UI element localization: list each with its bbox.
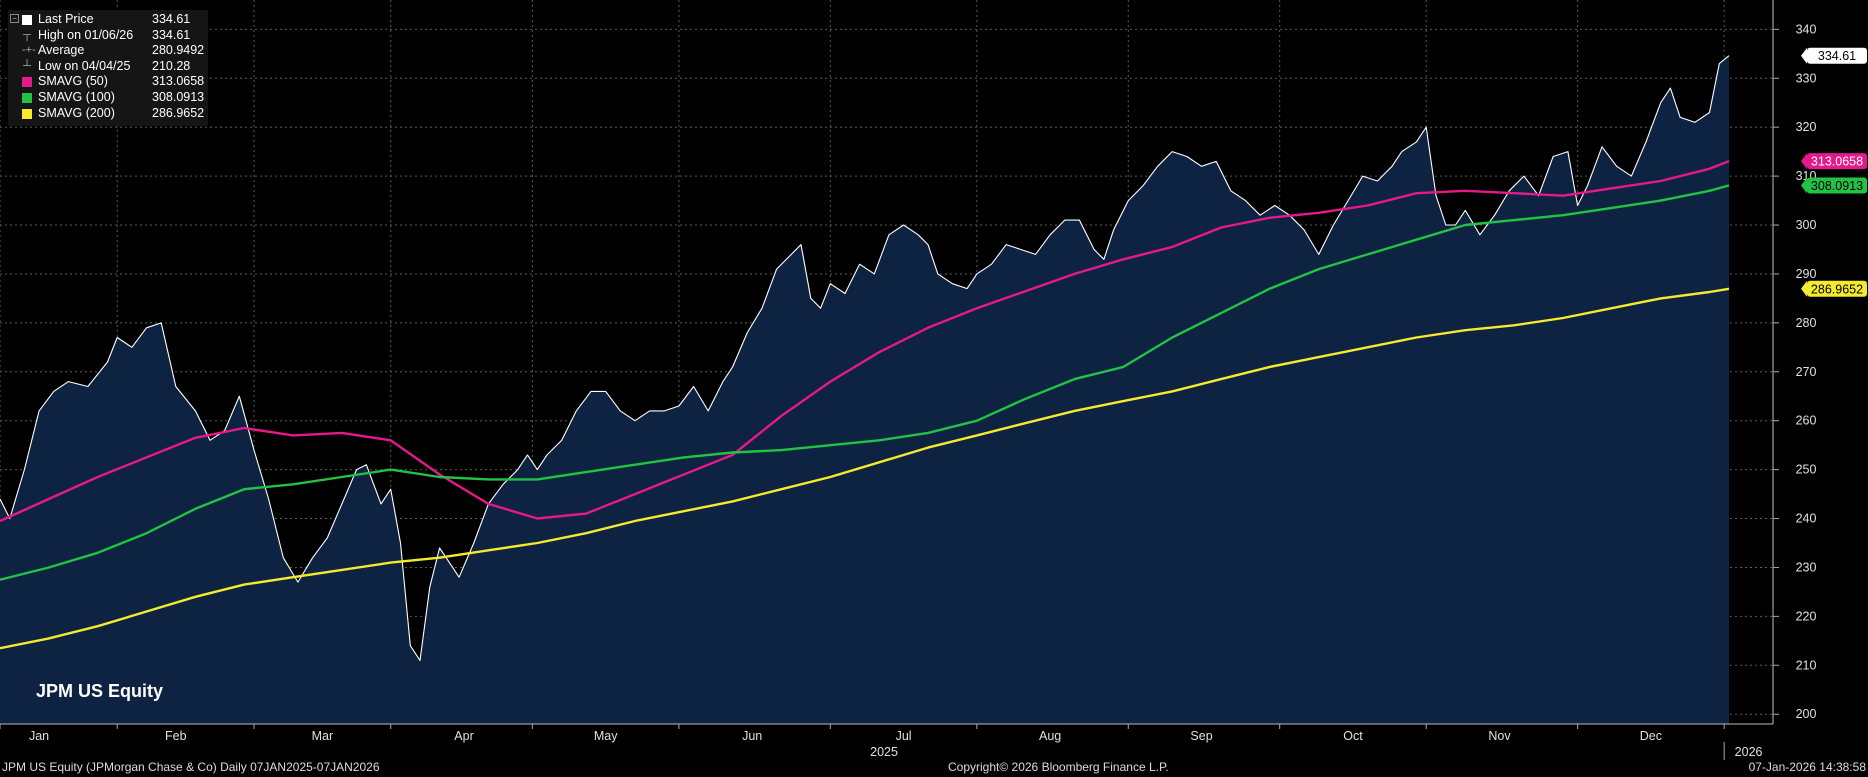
x-year-label: 2026	[1735, 745, 1763, 759]
legend-swatch-icon	[22, 108, 32, 119]
legend-row: -+- Average 280.9492	[12, 43, 208, 59]
avg-marker-icon: -+-	[22, 44, 36, 57]
legend-label: Last Price	[38, 12, 94, 26]
ticker-label: JPM US Equity	[36, 681, 164, 701]
last-value-tag-pointer	[1801, 280, 1807, 297]
legend-label: High on 01/06/26	[38, 27, 134, 42]
x-month-label: Mar	[312, 729, 334, 743]
y-tick-label: 230	[1796, 560, 1817, 574]
x-month-label: Jun	[742, 729, 762, 743]
last-value-tag	[1807, 153, 1867, 170]
x-month-label: Feb	[165, 729, 187, 743]
x-month-label: May	[594, 729, 618, 743]
y-tick-label: 280	[1796, 316, 1817, 330]
legend-row: SMAVG (100) 308.0913	[12, 90, 208, 106]
price-area-fill	[0, 55, 1729, 724]
legend-value: 286.9652	[152, 105, 205, 120]
y-tick-label: 250	[1796, 463, 1817, 477]
last-value-tag	[1807, 177, 1867, 194]
x-month-label: Jul	[896, 729, 912, 743]
legend-label: SMAVG (100)	[38, 89, 115, 104]
y-tick-label: 200	[1796, 707, 1817, 721]
price-area	[0, 55, 1729, 724]
x-month-label: Nov	[1488, 729, 1511, 743]
legend-label: Low on 04/04/25	[38, 58, 131, 73]
legend-value: 334.61	[152, 27, 191, 42]
x-month-label: Jan	[29, 729, 49, 743]
last-value-tag	[1807, 47, 1867, 64]
y-tick-label: 240	[1796, 512, 1817, 526]
x-year-label: 2025	[870, 745, 898, 759]
y-tick-label: 210	[1796, 658, 1817, 672]
legend-label: Average	[38, 43, 85, 58]
high-marker-icon: ┬	[23, 28, 31, 41]
last-value-tag	[1807, 280, 1867, 297]
legend-row: ┬ High on 01/06/26 334.61	[12, 28, 208, 44]
last-value-tag-pointer	[1801, 177, 1807, 194]
y-tick-label: 340	[1796, 22, 1817, 36]
y-tick-label: 260	[1796, 414, 1817, 428]
legend-swatch-icon	[22, 15, 32, 25]
x-axis: Jan Feb Mar Apr May Jun Jul Aug Sep Oct Nov Dec 2025…	[0, 723, 1773, 760]
footer-copyright: Copyright© 2026 Bloomberg Finance L.P.	[948, 760, 1169, 774]
low-marker-icon: ┴	[23, 59, 31, 72]
y-tick-label: 220	[1796, 609, 1817, 623]
footer-timestamp: 07-Jan-2026 14:38:58	[1748, 760, 1866, 774]
y-tick-label: 270	[1796, 365, 1817, 379]
legend-value: 210.28	[152, 58, 191, 73]
series-line-smavg-100	[0, 184, 1730, 581]
y-tick-label: 320	[1796, 120, 1817, 134]
x-month-label: Sep	[1190, 729, 1212, 743]
legend: − Last Price 334.61 ┬ High on 01/06/26 334.6…	[8, 10, 208, 126]
last-value-tags: 334.61 313.0658 308.0913 286.9652	[1801, 47, 1867, 297]
last-value-tag-pointer	[1801, 47, 1807, 64]
x-month-label: Dec	[1640, 729, 1662, 743]
x-month-label: Aug	[1039, 729, 1061, 743]
legend-row: SMAVG (50) 313.0658	[12, 74, 208, 90]
legend-value: 280.9492	[152, 43, 205, 58]
legend-value: 308.0913	[152, 89, 205, 104]
series-line-smavg-200	[0, 287, 1730, 650]
last-value-tag-label: 334.61	[1818, 49, 1856, 63]
y-axis: 2002102202302402502602702802903003103203…	[1772, 0, 1817, 724]
series-line-smavg-50	[0, 159, 1730, 523]
x-month-label: Apr	[454, 729, 473, 743]
last-value-tag-label: 308.0913	[1811, 179, 1863, 193]
legend-row: Last Price 334.61	[12, 12, 208, 28]
footer-description: JPM US Equity (JPMorgan Chase & Co) Dail…	[2, 760, 380, 774]
legend-row: SMAVG (200) 286.9652	[12, 106, 208, 122]
last-value-tag-label: 313.0658	[1811, 155, 1863, 169]
legend-swatch-icon	[22, 77, 32, 88]
legend-swatch-icon	[22, 92, 32, 103]
series-line-last-price	[0, 55, 1730, 661]
legend-label: SMAVG (200)	[38, 105, 115, 120]
legend-label: SMAVG (50)	[38, 74, 108, 89]
legend-row: ┴ Low on 04/04/25 210.28	[12, 59, 208, 75]
legend-value: 313.0658	[152, 74, 205, 89]
x-month-label: Oct	[1343, 729, 1363, 743]
last-value-tag-pointer	[1801, 153, 1807, 170]
y-tick-label: 290	[1796, 267, 1817, 281]
series-lines	[0, 55, 1730, 661]
legend-collapse-toggle[interactable]: −	[10, 14, 19, 23]
last-value-tag-label: 286.9652	[1811, 282, 1863, 296]
y-tick-label: 300	[1796, 218, 1817, 232]
legend-value: 334.61	[152, 12, 191, 26]
y-tick-label: 330	[1796, 71, 1817, 85]
